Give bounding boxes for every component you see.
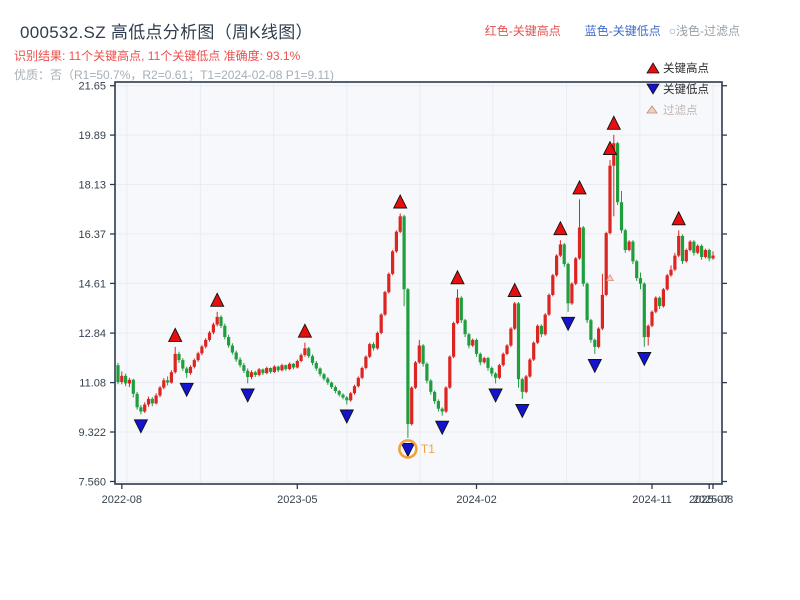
- filtered-triangle-icon: [646, 104, 663, 115]
- header-color-legend: 红色-关键高点 蓝色-关键低点 ○浅色-过滤点: [485, 22, 740, 39]
- svg-text:11.08: 11.08: [79, 378, 106, 390]
- legend-item-label: 关键低点: [663, 83, 709, 96]
- y-axis: 21.65 19.89 18.13 16.37 14.61 12.84 11.08 9.322…: [78, 81, 727, 489]
- svg-text:2025-08: 2025-08: [693, 494, 733, 506]
- t1-annotation: T1: [398, 439, 435, 459]
- svg-text:12.84: 12.84: [78, 328, 106, 340]
- key-low-triangle-icon: [646, 83, 663, 95]
- svg-text:2023-05: 2023-05: [277, 494, 317, 506]
- candles: [116, 134, 715, 438]
- svg-text:19.89: 19.89: [78, 130, 106, 142]
- legend-item-label: 关键高点: [663, 62, 709, 75]
- legend-item-label: 过滤点: [663, 104, 698, 117]
- x-axis: 2022-08 2023-05 2024-02 2024-11 2025-072025-…: [102, 484, 733, 506]
- legend-filtered-text: ○浅色-过滤点: [668, 24, 740, 38]
- svg-text:21.65: 21.65: [78, 81, 106, 93]
- svg-text:2024-11: 2024-11: [632, 494, 672, 506]
- svg-text:2024-02: 2024-02: [456, 494, 496, 506]
- legend-key-high-text: 红色-关键高点: [484, 24, 561, 38]
- kline-chart: 21.65 19.89 18.13 16.37 14.61 12.84 11.08 9.322…: [78, 81, 733, 506]
- legend-item-filtered: 过滤点: [646, 99, 738, 120]
- page-title: 000532.SZ 高低点分析图（周K线图）: [20, 23, 313, 42]
- svg-text:7.560: 7.560: [78, 477, 106, 489]
- svg-text:18.13: 18.13: [78, 180, 106, 192]
- svg-text:9.322: 9.322: [78, 427, 106, 439]
- legend-item-key-low: 关键低点: [646, 78, 738, 99]
- key-low-markers: [133, 316, 652, 458]
- plot-legend: 关键高点 关键低点 过滤点: [646, 57, 738, 120]
- legend-key-low-text: 蓝色-关键低点: [584, 24, 661, 38]
- svg-text:14.61: 14.61: [78, 278, 106, 290]
- key-high-triangle-icon: [646, 61, 663, 74]
- subtitle-quality: 优质：否（R1=50.7%，R2=0.61；T1=2024-02-08 P1=9…: [14, 68, 334, 82]
- subtitle-recognition-result: 识别结果: 11个关键高点, 11个关键低点 准确度: 93.1%: [14, 49, 301, 63]
- gridlines: [115, 82, 722, 484]
- svg-text:16.37: 16.37: [78, 229, 106, 241]
- key-high-markers: [167, 115, 686, 342]
- svg-text:2025-07: 2025-07: [689, 494, 729, 506]
- filtered-point-markers: [605, 273, 615, 281]
- svg-text:2022-08: 2022-08: [102, 494, 142, 506]
- legend-item-key-high: 关键高点: [646, 57, 738, 78]
- svg-text:T1: T1: [421, 442, 435, 456]
